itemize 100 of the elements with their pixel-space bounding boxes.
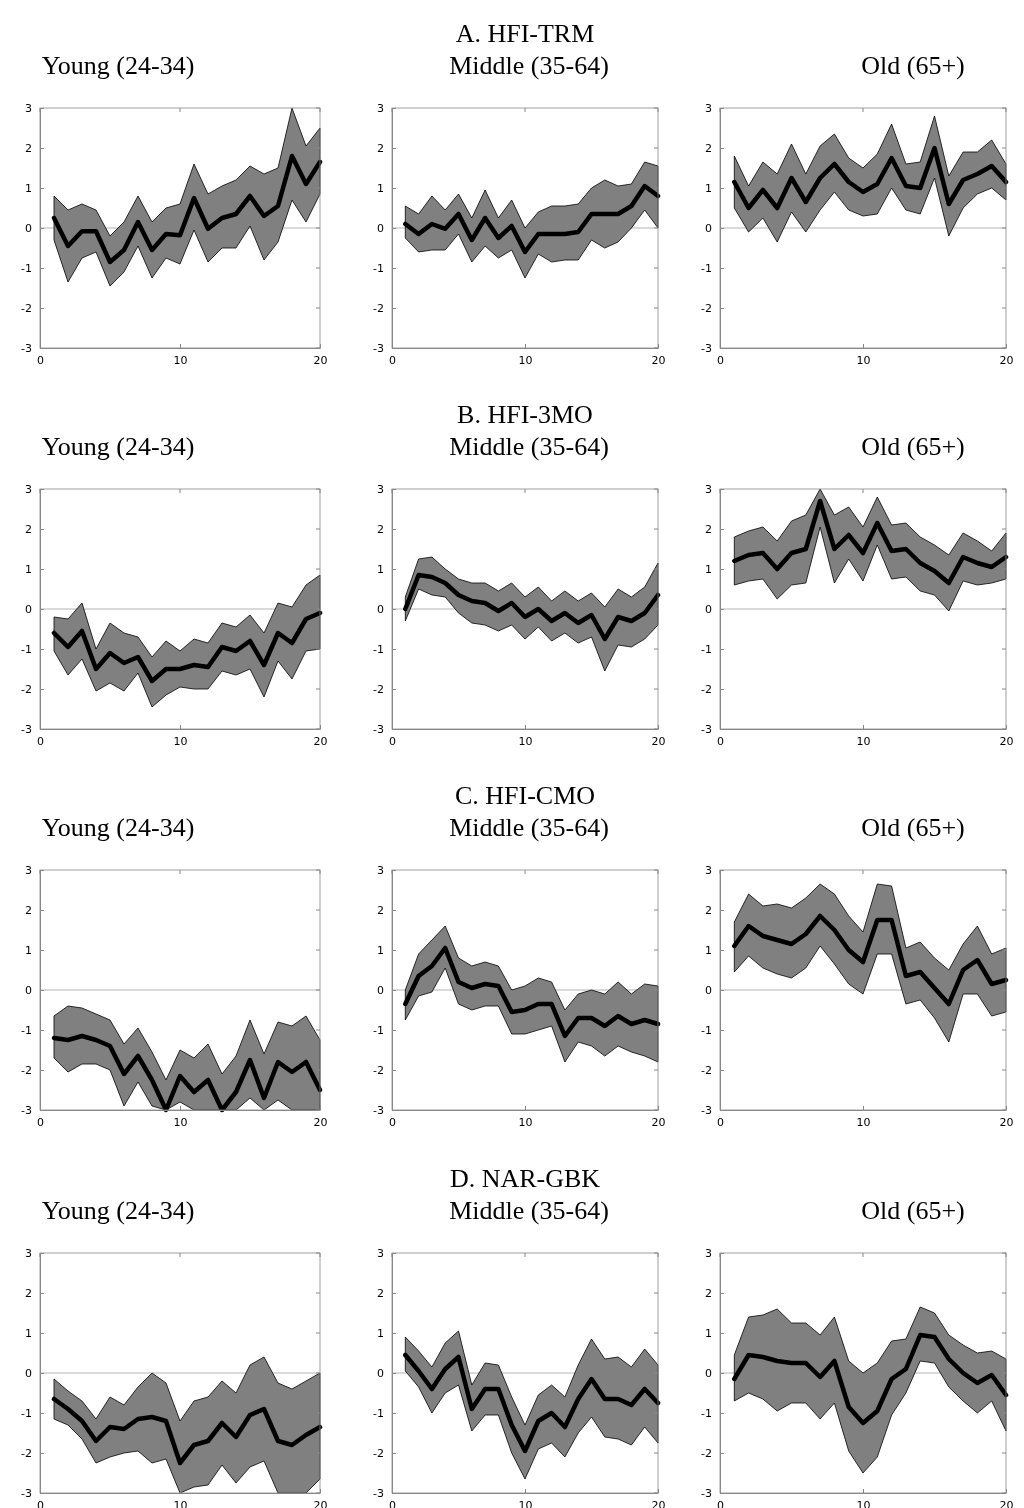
chart-title: A. HFI-TRM: [455, 19, 595, 48]
x-tick-label: 10: [173, 734, 188, 748]
y-tick-label: -2: [21, 683, 32, 697]
y-tick-label: -3: [21, 723, 32, 737]
x-tick-label: 20: [999, 1115, 1014, 1129]
y-tick-label: -3: [373, 342, 384, 356]
y-tick-label: -1: [21, 262, 32, 276]
y-tick-label: -3: [701, 342, 712, 356]
y-tick-label: 0: [705, 984, 712, 998]
y-tick-label: 1: [25, 1327, 32, 1341]
chart-subtitle: Middle (35-64): [449, 1196, 609, 1225]
y-tick-label: 3: [705, 483, 712, 497]
y-tick-label: -1: [373, 643, 384, 657]
y-tick-label: -1: [373, 262, 384, 276]
y-tick-label: 1: [25, 182, 32, 196]
y-tick-label: 2: [705, 523, 712, 537]
y-tick-label: -1: [21, 643, 32, 657]
y-tick-label: -3: [21, 1487, 32, 1501]
chart-title: Old (65+): [861, 1196, 965, 1225]
y-tick-label: 2: [377, 1287, 384, 1301]
y-tick-label: -3: [701, 1104, 712, 1118]
x-tick-label: 20: [651, 1115, 666, 1129]
y-tick-label: -2: [373, 302, 384, 316]
chart-title: Young (24-34): [41, 1196, 195, 1225]
y-tick-label: -1: [21, 1407, 32, 1421]
x-tick-label: 10: [856, 1498, 871, 1508]
y-tick-label: -1: [701, 1024, 712, 1038]
y-tick-label: 3: [705, 1247, 712, 1261]
x-tick-label: 10: [518, 734, 533, 748]
chart-subtitle: Middle (35-64): [449, 51, 609, 80]
y-tick-label: 3: [377, 483, 384, 497]
y-tick-label: -1: [701, 643, 712, 657]
y-tick-label: 2: [377, 142, 384, 156]
chart-subtitle: Middle (35-64): [449, 813, 609, 842]
y-tick-label: 3: [377, 102, 384, 116]
y-tick-label: 1: [377, 1327, 384, 1341]
y-tick-label: -2: [701, 1064, 712, 1078]
y-tick-label: 2: [377, 904, 384, 918]
y-tick-label: -1: [373, 1407, 384, 1421]
x-tick-label: 10: [173, 353, 188, 367]
y-tick-label: 1: [377, 944, 384, 958]
chart-title: Young (24-34): [41, 51, 195, 80]
y-tick-label: -3: [21, 342, 32, 356]
x-tick-label: 10: [518, 1115, 533, 1129]
y-tick-label: -1: [373, 1024, 384, 1038]
y-tick-label: 1: [377, 182, 384, 196]
y-tick-label: 1: [25, 944, 32, 958]
y-tick-label: 2: [705, 142, 712, 156]
y-tick-label: -1: [21, 1024, 32, 1038]
y-tick-label: 2: [705, 1287, 712, 1301]
y-tick-label: 3: [377, 1247, 384, 1261]
chart-title: Old (65+): [861, 51, 965, 80]
x-tick-label: 20: [651, 353, 666, 367]
y-tick-label: 1: [705, 182, 712, 196]
x-tick-label: 0: [389, 1115, 396, 1129]
chart-title: Old (65+): [861, 432, 965, 461]
y-tick-label: 0: [377, 222, 384, 236]
x-tick-label: 0: [717, 734, 724, 748]
y-tick-label: 1: [705, 563, 712, 577]
x-tick-label: 20: [313, 1115, 328, 1129]
y-tick-label: -1: [701, 1407, 712, 1421]
y-tick-label: 2: [705, 904, 712, 918]
chart-title: Old (65+): [861, 813, 965, 842]
x-tick-label: 20: [313, 353, 328, 367]
x-tick-label: 0: [389, 1498, 396, 1508]
x-tick-label: 10: [856, 353, 871, 367]
chart-title: B. HFI-3MO: [457, 400, 593, 429]
x-tick-label: 20: [999, 1498, 1014, 1508]
x-tick-label: 10: [173, 1498, 188, 1508]
y-tick-label: 1: [377, 563, 384, 577]
y-tick-label: -3: [373, 1487, 384, 1501]
y-tick-label: 3: [25, 1247, 32, 1261]
y-tick-label: -2: [373, 1447, 384, 1461]
x-tick-label: 20: [313, 1498, 328, 1508]
y-tick-label: 1: [705, 944, 712, 958]
y-tick-label: -3: [701, 1487, 712, 1501]
x-tick-label: 20: [651, 734, 666, 748]
x-tick-label: 10: [173, 1115, 188, 1129]
x-tick-label: 0: [717, 1498, 724, 1508]
y-tick-label: 0: [705, 1367, 712, 1381]
x-tick-label: 0: [37, 734, 44, 748]
y-tick-label: -1: [701, 262, 712, 276]
y-tick-label: 3: [25, 864, 32, 878]
x-tick-label: 0: [37, 353, 44, 367]
y-tick-label: 0: [705, 603, 712, 617]
y-tick-label: -2: [373, 683, 384, 697]
y-tick-label: 0: [25, 603, 32, 617]
y-tick-label: 0: [377, 1367, 384, 1381]
y-tick-label: -2: [21, 302, 32, 316]
y-tick-label: -3: [373, 723, 384, 737]
y-tick-label: -2: [701, 1447, 712, 1461]
x-tick-label: 10: [856, 1115, 871, 1129]
y-tick-label: 2: [25, 1287, 32, 1301]
y-tick-label: -2: [701, 683, 712, 697]
y-tick-label: -3: [373, 1104, 384, 1118]
x-tick-label: 20: [313, 734, 328, 748]
chart-title: C. HFI-CMO: [454, 781, 596, 810]
x-tick-label: 0: [37, 1498, 44, 1508]
y-tick-label: 0: [25, 1367, 32, 1381]
y-tick-label: 3: [25, 102, 32, 116]
